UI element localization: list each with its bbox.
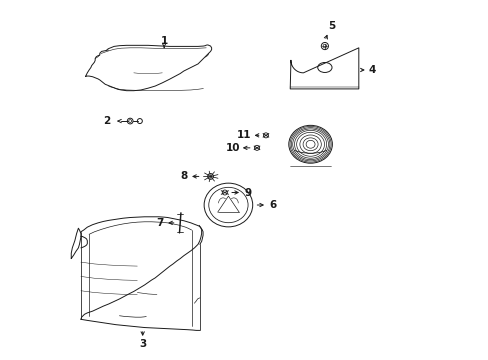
Text: 8: 8	[180, 171, 187, 181]
Text: 4: 4	[368, 65, 375, 75]
Text: 1: 1	[160, 36, 167, 46]
Text: 7: 7	[156, 218, 163, 228]
Text: 9: 9	[244, 188, 251, 198]
Text: 3: 3	[139, 339, 146, 348]
Text: 2: 2	[103, 116, 110, 126]
Text: 6: 6	[269, 200, 277, 210]
Text: 10: 10	[225, 143, 240, 153]
Text: 5: 5	[328, 21, 335, 31]
Text: 11: 11	[237, 130, 251, 140]
